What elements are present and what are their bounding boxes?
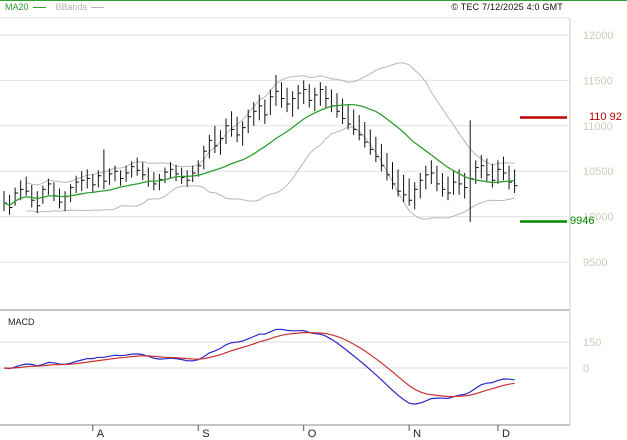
resistance-level-label: 110 92 <box>589 111 622 123</box>
x-axis-label: A <box>97 428 105 440</box>
macd-line <box>3 328 515 405</box>
x-axis-label: D <box>502 428 510 440</box>
macd-signal-line <box>3 331 515 398</box>
y-axis-label: 11500 <box>583 75 613 87</box>
x-axis-label: O <box>308 428 317 440</box>
bollinger-lower-band <box>26 126 515 220</box>
legend-item-ma20: MA20 <box>5 2 46 12</box>
y-axis-label: 10000 <box>583 212 614 224</box>
macd-axis-label: 150 <box>583 337 601 349</box>
ma20-legend-line-icon <box>32 6 46 8</box>
y-axis-label: 11000 <box>583 121 613 133</box>
y-axis-label: 10500 <box>583 166 614 178</box>
support-level-label: 9946 <box>570 215 595 227</box>
y-axis-label: 9500 <box>583 257 607 269</box>
legend-item-bbands: BBands <box>56 2 105 12</box>
bollinger-upper-band <box>26 62 515 186</box>
copyright-text: © TEC 7/12/2025 4:0 GMT <box>451 2 563 12</box>
macd-panel-label: MACD <box>8 317 35 327</box>
macd-axis-label: 0 <box>583 363 589 375</box>
bbands-legend-label: BBands <box>55 2 88 12</box>
bbands-legend-line-icon <box>91 6 105 8</box>
chart-legend: MA20 BBands <box>5 2 114 12</box>
ma20-line <box>3 103 515 207</box>
ma20-legend-label: MA20 <box>5 2 29 12</box>
y-axis-label: 12000 <box>583 30 614 42</box>
x-axis-label: N <box>413 428 421 440</box>
x-axis-label: S <box>202 428 209 440</box>
